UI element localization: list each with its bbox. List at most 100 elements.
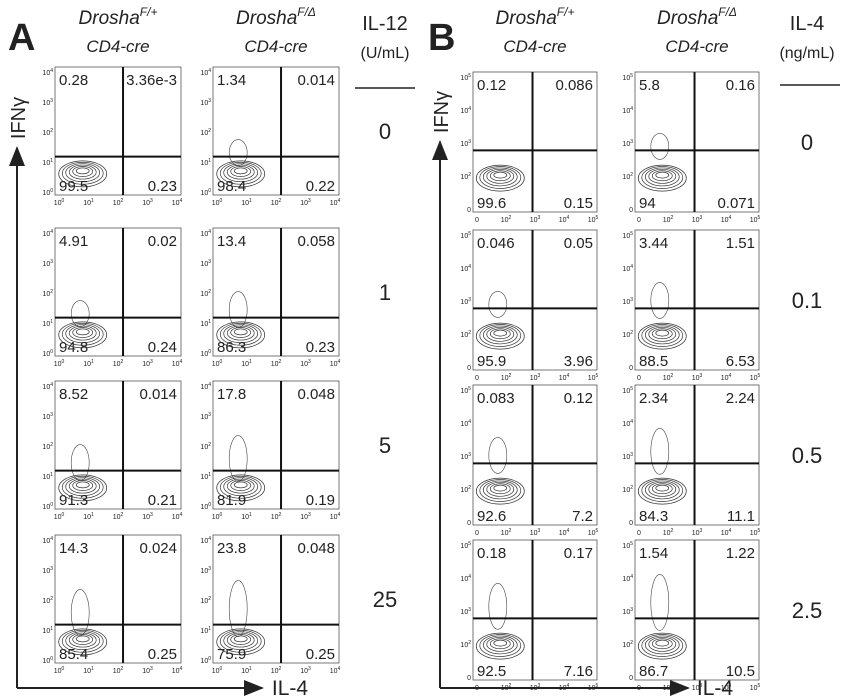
quadrant-ll: 94.8 (59, 339, 88, 356)
x-tick-label: 102 (663, 215, 674, 224)
contour (230, 166, 252, 177)
tick-exp: 1 (249, 666, 252, 672)
tick-base: 10 (42, 70, 50, 77)
condition-value: 0.1 (792, 288, 823, 313)
tick-exp: 2 (121, 359, 124, 365)
tick-exp: 5 (596, 683, 599, 689)
tick-base: 10 (113, 361, 121, 368)
condition-value: 2.5 (792, 598, 823, 623)
quadrant-lr: 0.25 (148, 646, 177, 663)
tick-base: 10 (142, 200, 150, 207)
x-tick-label: 101 (83, 666, 94, 675)
contour (75, 635, 90, 643)
y-tick-label: 102 (200, 128, 211, 137)
quadrant-ur: 1.22 (726, 545, 755, 562)
tick-base: 10 (113, 200, 121, 207)
x-tick-label: 103 (530, 373, 541, 382)
condition-value: 0 (379, 119, 391, 144)
x-tick-label: 102 (271, 359, 282, 368)
tick-base: 10 (241, 361, 249, 368)
contour (58, 160, 108, 188)
tick-exp: 4 (729, 215, 732, 221)
x-tick-label: 100 (54, 512, 65, 521)
quadrant-ul: 0.28 (59, 72, 88, 89)
tick-base: 10 (200, 384, 208, 391)
quadrant-ll: 92.5 (477, 663, 506, 680)
tick-exp: 1 (91, 198, 94, 204)
contour (58, 321, 108, 349)
tick-base: 10 (750, 530, 758, 537)
tick-exp: 5 (468, 231, 471, 237)
y-tick-label: 0 (629, 207, 633, 214)
y-tick-label: 0 (467, 520, 471, 527)
tick-base: 10 (54, 200, 62, 207)
x-tick-label: 103 (530, 215, 541, 224)
tick-exp: 3 (700, 373, 703, 379)
tick-exp: 0 (208, 502, 211, 508)
x-tick-label: 100 (54, 359, 65, 368)
tick-exp: 5 (596, 373, 599, 379)
tick-base: 10 (42, 321, 50, 328)
y-tick-label: 0 (467, 207, 471, 214)
tick-base: 0 (629, 207, 633, 214)
gene: Drosha (657, 8, 718, 29)
tick-base: 10 (172, 361, 180, 368)
tick-base: 10 (663, 685, 671, 692)
x-tick-label: 104 (559, 373, 570, 382)
tick-base: 10 (330, 668, 338, 675)
x-tick-label: 103 (300, 512, 311, 521)
contour (475, 632, 525, 660)
quadrant-ur: 2.24 (726, 390, 755, 407)
tick-exp: 3 (308, 512, 311, 518)
quadrant-ll: 84.3 (639, 508, 668, 525)
quadrant-ur: 0.12 (564, 390, 593, 407)
contour (482, 635, 518, 655)
x-tick-label: 104 (721, 215, 732, 224)
quadrant-lr: 7.2 (572, 508, 593, 525)
contour (65, 324, 101, 344)
x-axis-label: IL-4 (272, 677, 309, 698)
tick-base: 10 (559, 217, 567, 224)
quadrant-ul: 3.44 (639, 235, 668, 252)
condition-value: 1 (379, 280, 391, 305)
contour (68, 632, 97, 648)
tick-exp: 0 (220, 666, 223, 672)
tick-exp: 4 (468, 419, 471, 425)
x-tick-label: 100 (212, 359, 223, 368)
x-tick-label: 103 (530, 528, 541, 537)
tick-base: 10 (241, 668, 249, 675)
quadrant-lr: 7.16 (564, 663, 593, 680)
contour (223, 477, 259, 497)
tick-exp: 4 (208, 229, 211, 235)
contour (489, 638, 511, 650)
x-tick-label: 102 (271, 512, 282, 521)
quadrant-ul: 0.18 (477, 545, 506, 562)
tick-base: 10 (42, 291, 50, 298)
plot-frame (472, 71, 598, 213)
tick-base: 0 (475, 375, 479, 382)
plot-frame (54, 534, 182, 664)
quadrant-ll: 86.7 (639, 663, 668, 680)
y-tick-label: 102 (622, 172, 633, 181)
quadrant-ur: 0.16 (726, 77, 755, 94)
tick-base: 10 (330, 200, 338, 207)
tick-exp: 3 (630, 139, 633, 145)
tick-base: 10 (501, 375, 509, 382)
genotype: F/Δ (718, 5, 737, 19)
contour (651, 170, 673, 182)
x-tick-label: 0 (475, 685, 479, 692)
x-tick-label: 105 (588, 373, 599, 382)
x-tick-label: 104 (330, 512, 341, 521)
contour (479, 324, 522, 347)
x-tick-label: 103 (142, 512, 153, 521)
plot-frame (212, 380, 340, 510)
x-tick-label: 102 (663, 528, 674, 537)
contour (216, 628, 266, 656)
tick-exp: 3 (150, 359, 153, 365)
contour (493, 484, 508, 492)
tick-exp: 4 (567, 528, 570, 534)
quadrant-lr: 0.15 (564, 195, 593, 212)
quadrant-ur: 0.058 (297, 233, 335, 250)
x-tick-label: 104 (330, 666, 341, 675)
tick-base: 10 (460, 487, 468, 494)
